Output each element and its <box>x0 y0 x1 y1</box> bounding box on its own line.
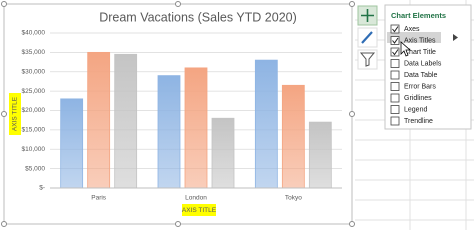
filter-icon <box>359 52 376 67</box>
y-tick-label: $25,000 <box>22 88 46 95</box>
bar <box>308 121 332 189</box>
bar <box>87 51 111 189</box>
chart-buttons <box>357 5 378 70</box>
screenshot: Dream Vacations (Sales YTD 2020) AXIS TI… <box>1 0 474 230</box>
y-tick-label: $20,000 <box>22 107 46 114</box>
x-tick-label: Tokyo <box>285 195 302 202</box>
y-tick-label: $5,000 <box>25 165 45 172</box>
checkbox[interactable] <box>390 36 400 45</box>
x-tick-label: London <box>185 195 207 202</box>
checkbox[interactable] <box>390 70 400 80</box>
chart-title: Dream Vacations (Sales YTD 2020) <box>99 10 297 24</box>
plus-icon <box>361 9 374 22</box>
y-tick-label: $10,000 <box>22 146 46 153</box>
checkbox[interactable] <box>390 59 400 68</box>
check-mark <box>392 37 399 44</box>
x-axis-title: AXIS TITLE <box>182 207 217 214</box>
y-tick-label: $35,000 <box>22 49 46 56</box>
panel-item-label: Chart Title <box>404 49 436 56</box>
panel-item-label: Data Labels <box>404 60 442 67</box>
panel-item-label: Gridlines <box>404 95 432 102</box>
checkbox[interactable] <box>390 93 400 103</box>
panel-item-label: Axis Titles <box>404 37 436 44</box>
mouse-cursor <box>400 41 412 57</box>
checkbox[interactable] <box>390 82 400 91</box>
bar <box>184 67 208 189</box>
panel-item-label: Legend <box>404 106 427 113</box>
panel-item-label: Trendline <box>404 118 433 125</box>
y-tick-label: $40,000 <box>22 30 46 37</box>
checkbox[interactable] <box>390 105 400 114</box>
hover-row <box>387 32 441 43</box>
bar <box>114 53 138 189</box>
check-mark <box>392 26 399 33</box>
checkbox[interactable] <box>390 47 400 57</box>
submenu-arrow[interactable] <box>453 34 458 41</box>
y-tick-label: $- <box>39 185 45 192</box>
checkbox[interactable] <box>390 116 400 126</box>
y-tick-label: $15,000 <box>22 127 46 134</box>
x-tick-label: Paris <box>91 195 107 202</box>
panel-item-label: Axes <box>404 26 420 33</box>
bar <box>60 98 84 189</box>
check-mark <box>392 49 399 56</box>
brush-icon <box>361 31 373 44</box>
x-axis-title-highlight <box>182 204 216 216</box>
bar <box>254 59 278 189</box>
bar <box>281 84 305 189</box>
y-tick-label: $30,000 <box>22 68 46 75</box>
handles <box>1 1 355 227</box>
bar <box>211 117 235 189</box>
checkbox[interactable] <box>390 24 400 34</box>
panel-item-label: Data Table <box>404 72 437 79</box>
y-axis-title: AXIS TITLE <box>12 96 19 131</box>
bar <box>157 75 181 189</box>
panel-item-label: Error Bars <box>404 83 436 90</box>
panel-title: Chart Elements <box>391 11 446 20</box>
y-axis-title-highlight <box>9 93 21 135</box>
